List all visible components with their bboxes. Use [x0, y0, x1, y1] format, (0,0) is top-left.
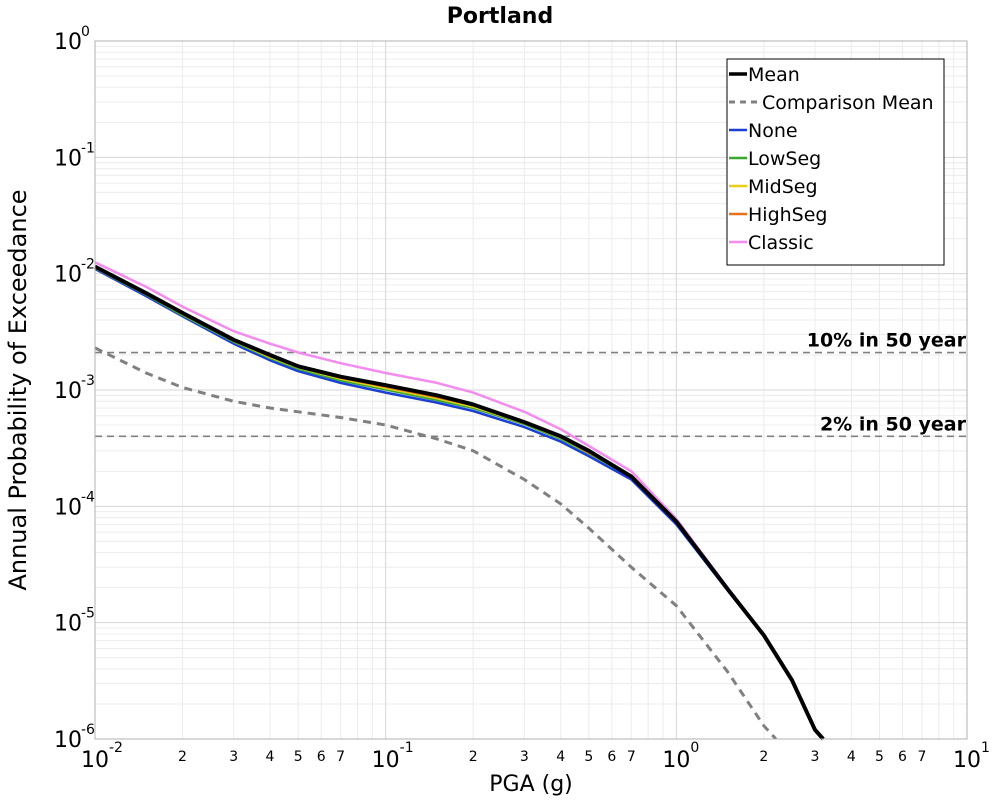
x-minor-tick-label: 7 — [918, 749, 927, 765]
x-minor-tick-label: 5 — [584, 749, 593, 765]
reference-line-label: 2% in 50 year — [820, 413, 967, 435]
x-major-tick-label: 10 — [81, 748, 109, 773]
series-line-classic — [94, 261, 817, 731]
y-major-tick-label: 10 — [54, 612, 82, 637]
x-minor-tick-label: 5 — [875, 749, 884, 765]
series-layer — [94, 261, 825, 741]
x-minor-tick-label: 7 — [336, 749, 345, 765]
series-line-highseg — [94, 265, 817, 731]
reference-line-label: 10% in 50 year — [807, 330, 967, 352]
legend-label: LowSeg — [748, 148, 821, 170]
y-major-tick-exponent: 0 — [81, 24, 90, 40]
y-major-tick-exponent: -3 — [81, 373, 95, 389]
y-major-tick-label: 10 — [54, 263, 82, 288]
chart-title: Portland — [447, 4, 553, 29]
x-minor-tick-label: 2 — [469, 749, 478, 765]
legend-label: Comparison Mean — [762, 92, 934, 114]
y-major-tick-label: 10 — [54, 728, 82, 753]
x-major-tick-exponent: -1 — [400, 740, 414, 756]
x-minor-tick-label: 4 — [266, 749, 275, 765]
series-line-comparison-mean — [94, 346, 778, 741]
plot-frame — [94, 40, 968, 740]
x-major-tick-exponent: 0 — [690, 740, 699, 756]
x-minor-tick-label: 4 — [847, 749, 856, 765]
series-line-lowseg — [94, 266, 817, 731]
legend-label: MidSeg — [748, 176, 818, 198]
series-line-mean — [94, 264, 825, 741]
legend-label: Classic — [748, 232, 814, 254]
legend-label: Mean — [748, 64, 800, 86]
legend-label: HighSeg — [748, 204, 827, 226]
x-minor-tick-label: 3 — [229, 749, 238, 765]
x-minor-tick-label: 3 — [520, 749, 529, 765]
series-line-none — [94, 267, 817, 731]
x-minor-tick-label: 6 — [898, 749, 907, 765]
x-minor-tick-label: 4 — [556, 749, 565, 765]
y-major-tick-label: 10 — [54, 30, 82, 55]
series-line-midseg — [94, 266, 817, 731]
y-major-tick-label: 10 — [54, 146, 82, 171]
y-major-tick-label: 10 — [54, 495, 82, 520]
x-minor-tick-label: 2 — [759, 749, 768, 765]
y-major-tick-label: 10 — [54, 379, 82, 404]
y-major-tick-exponent: -6 — [81, 722, 95, 738]
reference-lines: 10% in 50 year 2% in 50 year — [95, 330, 967, 438]
legend: Mean Comparison Mean None LowSeg MidSeg HighS… — [726, 58, 945, 266]
x-minor-tick-label: 7 — [627, 749, 636, 765]
y-major-tick-exponent: -2 — [81, 257, 95, 273]
x-minor-tick-label: 5 — [294, 749, 303, 765]
x-major-tick-label: 10 — [662, 748, 690, 773]
y-major-tick-exponent: -1 — [81, 140, 95, 156]
x-axis-label: PGA (g) — [489, 772, 573, 797]
x-tick-labels: 10 -2 10 -1 10 0 10 12 3 4 5 6 7 2 3 4 5 6 7 2 3 4 5 6 7 — [81, 740, 990, 773]
x-major-tick-exponent: -2 — [109, 740, 123, 756]
legend-box — [726, 58, 945, 266]
y-axis-label: Annual Probability of Exceedance — [4, 189, 32, 590]
x-major-tick-exponent: 1 — [981, 740, 990, 756]
y-major-tick-exponent: -4 — [81, 489, 95, 505]
x-minor-tick-label: 6 — [607, 749, 616, 765]
x-major-tick-label: 10 — [372, 748, 400, 773]
x-minor-tick-label: 6 — [317, 749, 326, 765]
x-major-tick-label: 10 — [953, 748, 981, 773]
x-minor-tick-label: 3 — [811, 749, 820, 765]
x-minor-tick-label: 2 — [178, 749, 187, 765]
y-major-tick-exponent: -5 — [81, 606, 95, 622]
legend-label: None — [748, 120, 798, 142]
